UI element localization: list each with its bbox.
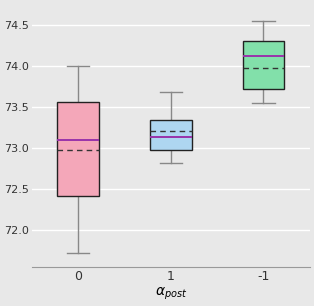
Bar xyxy=(243,41,284,89)
Bar xyxy=(150,120,192,150)
Bar xyxy=(57,102,99,196)
X-axis label: $\alpha_{post}$: $\alpha_{post}$ xyxy=(154,285,187,302)
